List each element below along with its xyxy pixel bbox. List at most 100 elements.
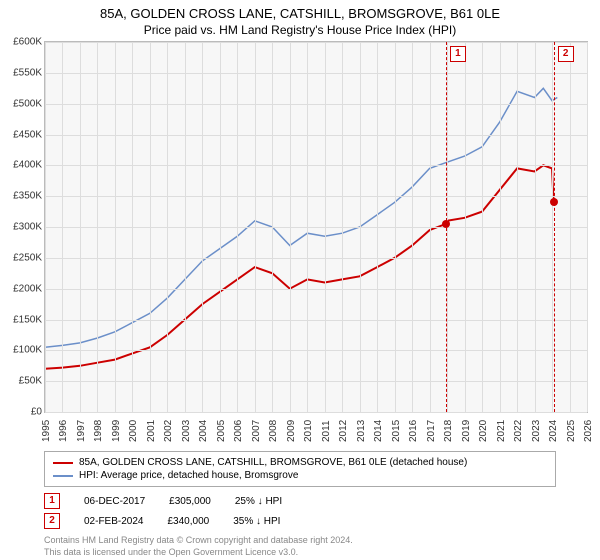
chart-container: 85A, GOLDEN CROSS LANE, CATSHILL, BROMSG… — [0, 0, 600, 560]
marker-badge: 1 — [450, 46, 466, 62]
gridline-v — [535, 42, 536, 412]
x-axis-label: 2010 — [303, 420, 314, 442]
sale-price: £340,000 — [167, 516, 209, 527]
x-axis-label: 2006 — [233, 420, 244, 442]
gridline-v — [482, 42, 483, 412]
footnote-line-2: This data is licensed under the Open Gov… — [44, 547, 556, 559]
y-axis-label: £0 — [31, 407, 45, 418]
gridline-v — [377, 42, 378, 412]
x-axis-label: 2021 — [496, 420, 507, 442]
y-axis-label: £600K — [13, 37, 45, 48]
gridline-v — [360, 42, 361, 412]
gridline-v — [517, 42, 518, 412]
x-axis-label: 2011 — [321, 420, 332, 442]
gridline-h — [45, 196, 587, 197]
gridline-v — [290, 42, 291, 412]
x-axis-label: 2005 — [216, 420, 227, 442]
y-axis-label: £100K — [13, 345, 45, 356]
legend-swatch-property — [53, 462, 73, 464]
x-axis-label: 1997 — [76, 420, 87, 442]
gridline-v — [185, 42, 186, 412]
x-axis-label: 2000 — [128, 420, 139, 442]
x-axis-label: 2016 — [408, 420, 419, 442]
x-axis-label: 2001 — [146, 420, 157, 442]
gridline-v — [167, 42, 168, 412]
y-axis-label: £200K — [13, 283, 45, 294]
legend-label-hpi: HPI: Average price, detached house, Brom… — [79, 470, 298, 481]
gridline-v — [150, 42, 151, 412]
gridline-v — [395, 42, 396, 412]
x-axis-label: 2012 — [338, 420, 349, 442]
x-axis-label: 2013 — [356, 420, 367, 442]
sale-badge: 1 — [44, 493, 60, 509]
gridline-h — [45, 227, 587, 228]
gridline-v — [220, 42, 221, 412]
x-axis-label: 1998 — [93, 420, 104, 442]
gridline-h — [45, 289, 587, 290]
gridline-h — [45, 320, 587, 321]
chart-title: 85A, GOLDEN CROSS LANE, CATSHILL, BROMSG… — [0, 0, 600, 21]
y-axis-label: £300K — [13, 222, 45, 233]
y-axis-label: £400K — [13, 160, 45, 171]
gridline-v — [465, 42, 466, 412]
x-axis-label: 2002 — [163, 420, 174, 442]
x-axis-label: 2007 — [251, 420, 262, 442]
x-axis-label: 1995 — [41, 420, 52, 442]
x-axis-label: 2020 — [478, 420, 489, 442]
gridline-v — [570, 42, 571, 412]
y-axis-label: £250K — [13, 252, 45, 263]
footnote: Contains HM Land Registry data © Crown c… — [44, 535, 556, 558]
gridline-v — [202, 42, 203, 412]
x-axis-label: 2015 — [391, 420, 402, 442]
gridline-h — [45, 135, 587, 136]
gridline-h — [45, 381, 587, 382]
y-axis-label: £450K — [13, 129, 45, 140]
gridline-v — [62, 42, 63, 412]
gridline-v — [45, 42, 46, 412]
x-axis-label: 2022 — [513, 420, 524, 442]
marker-line — [554, 42, 555, 412]
plot-area: £0£50K£100K£150K£200K£250K£300K£350K£400… — [44, 41, 588, 413]
marker-badge: 2 — [558, 46, 574, 62]
marker-dot — [550, 198, 558, 206]
y-axis-label: £350K — [13, 191, 45, 202]
footnote-line-1: Contains HM Land Registry data © Crown c… — [44, 535, 556, 547]
chart-subtitle: Price paid vs. HM Land Registry's House … — [0, 21, 600, 41]
x-axis-label: 2024 — [548, 420, 559, 442]
sale-date: 06-DEC-2017 — [84, 496, 145, 507]
gridline-v — [132, 42, 133, 412]
y-axis-label: £500K — [13, 98, 45, 109]
x-axis-label: 2008 — [268, 420, 279, 442]
gridline-h — [45, 73, 587, 74]
gridline-v — [255, 42, 256, 412]
x-axis-label: 1999 — [111, 420, 122, 442]
x-axis-label: 2019 — [461, 420, 472, 442]
x-axis-label: 2004 — [198, 420, 209, 442]
gridline-h — [45, 165, 587, 166]
series-line-hpi — [45, 88, 557, 347]
gridline-h — [45, 412, 587, 413]
x-axis-label: 2009 — [286, 420, 297, 442]
x-axis-label: 2018 — [443, 420, 454, 442]
gridline-v — [342, 42, 343, 412]
x-axis-label: 2003 — [181, 420, 192, 442]
x-axis-label: 2023 — [531, 420, 542, 442]
y-axis-label: £550K — [13, 67, 45, 78]
y-axis-label: £150K — [13, 314, 45, 325]
gridline-v — [587, 42, 588, 412]
gridline-h — [45, 350, 587, 351]
marker-dot — [442, 220, 450, 228]
y-axis-label: £50K — [19, 376, 45, 387]
gridline-v — [307, 42, 308, 412]
sale-date: 02-FEB-2024 — [84, 516, 143, 527]
gridline-h — [45, 42, 587, 43]
sale-row: 202-FEB-2024£340,00035% ↓ HPI — [44, 513, 556, 529]
x-axis-label: 2014 — [373, 420, 384, 442]
gridline-v — [272, 42, 273, 412]
gridline-h — [45, 104, 587, 105]
legend-item-hpi: HPI: Average price, detached house, Brom… — [53, 469, 547, 482]
x-axis-label: 2026 — [583, 420, 594, 442]
legend-label-property: 85A, GOLDEN CROSS LANE, CATSHILL, BROMSG… — [79, 457, 467, 468]
gridline-v — [325, 42, 326, 412]
gridline-v — [430, 42, 431, 412]
